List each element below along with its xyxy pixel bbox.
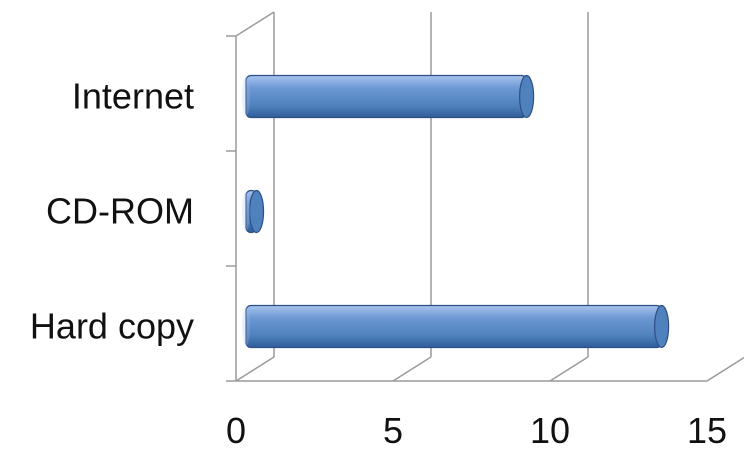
bar-end-cap-hard-copy [654,304,670,349]
category-label-hard-copy: Hard copy [30,306,194,347]
bar-end-cap-cd-rom [248,189,265,234]
gridline-floor-0 [235,356,275,382]
gridline-floor-5 [392,356,432,382]
category-label-cd-rom: CD-ROM [46,191,194,232]
bar-internet [245,74,528,119]
x-tick-label-10: 10 [530,410,570,451]
label-layer: 0 5 10 15 Internet CD-ROM Hard copy [30,76,727,452]
x-tick-label-15: 15 [687,410,727,451]
bar-end-cap-internet [518,74,535,119]
x-tick-label-5: 5 [383,410,403,451]
bar-start-highlight-hard-copy [242,306,250,347]
bar-layer [242,74,670,349]
x-tick-label-0: 0 [226,410,246,451]
left-wall-top-edge [235,11,275,37]
category-label-internet: Internet [72,76,194,117]
gridline-floor-10 [549,356,589,382]
bar-hard-copy [245,304,663,349]
bar-start-highlight-cd-rom [242,191,250,232]
bar-start-highlight-internet [242,76,250,117]
gridline-floor-15 [706,356,744,382]
grid-layer [226,11,744,382]
